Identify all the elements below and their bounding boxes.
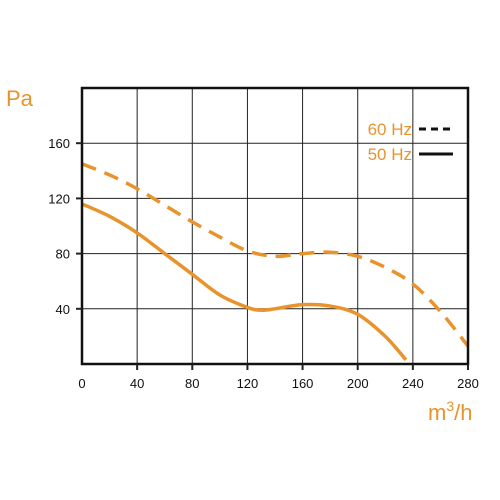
x-axis-unit-sup: 3 [446, 398, 454, 414]
y-tick-label: 120 [48, 191, 70, 206]
legend-label: 60 Hz [368, 120, 412, 139]
grid-layer [82, 88, 468, 364]
series-line-solid [81, 202, 408, 362]
legend: 60 Hz 50 Hz [368, 120, 453, 164]
x-tick-label: 280 [457, 376, 479, 391]
y-tick-label: 160 [48, 136, 70, 151]
x-tick-label: 120 [237, 376, 259, 391]
x-tick-label: 0 [78, 376, 85, 391]
tick-layer: 0 40 80 120 160 200 240 280 40 80 120 160 [48, 136, 479, 391]
x-tick-label: 160 [292, 376, 314, 391]
y-tick-label: 40 [56, 302, 70, 317]
y-axis-unit-label: Pa [6, 86, 34, 111]
series-line-dashed [81, 162, 470, 348]
x-tick-label: 40 [130, 376, 144, 391]
curves-layer [81, 162, 470, 362]
x-axis-unit-label: m3/h [428, 398, 472, 425]
plot-frame [80, 86, 470, 366]
x-axis-unit-rest: /h [454, 400, 472, 425]
x-axis-unit-base: m [428, 400, 446, 425]
x-tick-label: 80 [185, 376, 199, 391]
y-tick-label: 80 [56, 247, 70, 262]
legend-label: 50 Hz [368, 145, 412, 164]
x-tick-label: 200 [347, 376, 369, 391]
x-tick-label: 240 [402, 376, 424, 391]
